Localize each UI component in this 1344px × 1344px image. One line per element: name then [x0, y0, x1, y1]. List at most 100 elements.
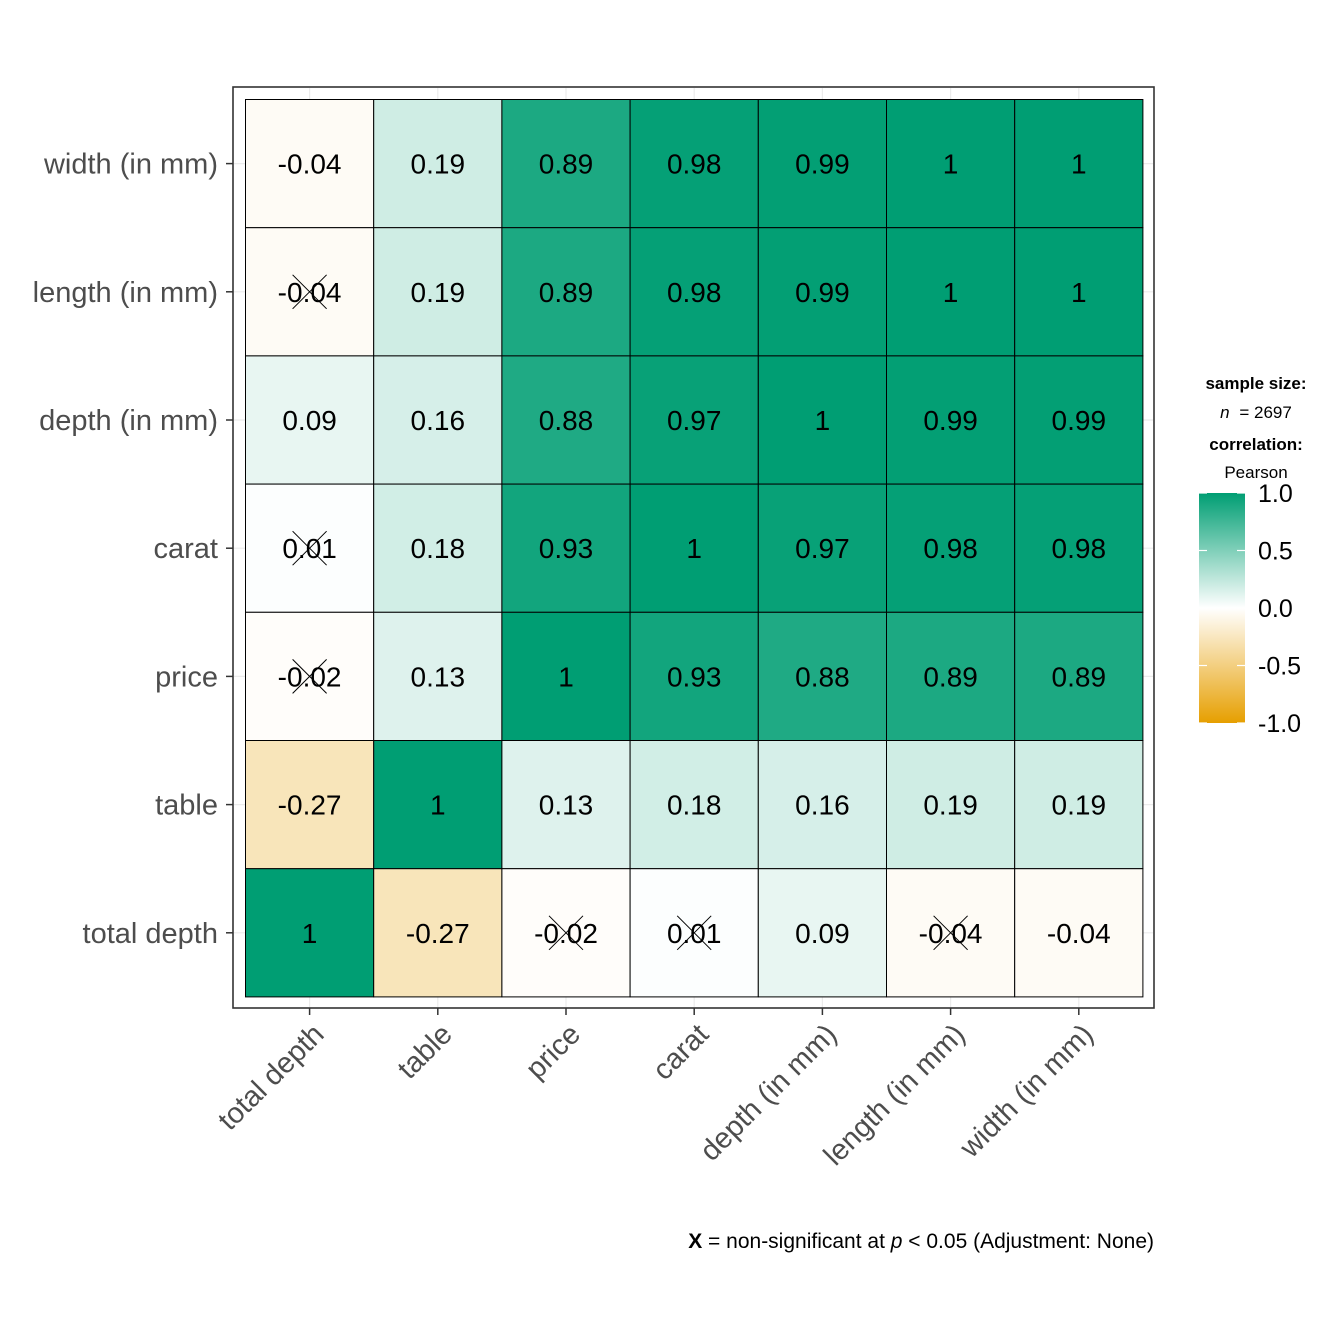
heatmap-cell-tile	[629, 611, 759, 741]
legend-tick-label: 0.0	[1258, 595, 1293, 623]
heatmap-cell: 0.16	[373, 355, 503, 485]
y-axis-tick-label: total depth	[83, 918, 218, 950]
y-axis-tick-label: width (in mm)	[43, 149, 218, 181]
heatmap-cell: -0.27	[245, 740, 375, 870]
caption-text-2: < 0.05 (Adjustment: None)	[902, 1230, 1154, 1253]
heatmap-cell: 0.99	[757, 99, 887, 229]
heatmap-cell-tile	[886, 611, 1016, 741]
heatmap-cell: -0.02	[501, 868, 631, 998]
y-axis-tick-label: length (in mm)	[33, 277, 218, 309]
heatmap-cell: 1	[757, 355, 887, 485]
heatmap-cell: 1	[886, 227, 1016, 357]
heatmap-cell-tile	[757, 868, 887, 998]
heatmap-cell-label: 1	[1071, 149, 1087, 180]
heatmap-cell: 0.09	[757, 868, 887, 998]
heatmap-cell-label: -0.04	[278, 149, 342, 180]
heatmap-cell-tile	[245, 868, 375, 998]
heatmap-cell: 0.89	[886, 611, 1016, 741]
heatmap-cell-label: 0.98	[1052, 533, 1107, 564]
heatmap-cell: -0.27	[373, 868, 503, 998]
heatmap-cell: 0.98	[886, 483, 1016, 613]
heatmap-cell-tile	[757, 227, 887, 357]
heatmap-cell-tile	[373, 740, 503, 870]
heatmap-cell-label: 1	[815, 405, 831, 436]
heatmap-cell: -0.04	[245, 227, 375, 357]
legend-tick-label: 1.0	[1258, 480, 1293, 508]
heatmap-cell-label: 0.09	[282, 405, 337, 436]
heatmap-cell-label: 0.16	[411, 405, 466, 436]
heatmap-cell-tile	[373, 483, 503, 613]
heatmap-cell: 0.18	[373, 483, 503, 613]
heatmap-cell: 0.97	[629, 355, 759, 485]
heatmap-cell-label: 0.89	[923, 661, 978, 692]
heatmap-cell-label: 0.16	[795, 790, 850, 821]
heatmap-cell: 1	[1014, 227, 1144, 357]
heatmap-cell: 0.19	[373, 99, 503, 229]
heatmap-cell-tile	[373, 868, 503, 998]
heatmap-cell: -0.04	[245, 99, 375, 229]
heatmap-cell: 0.19	[373, 227, 503, 357]
heatmap-cell-label: 0.19	[1052, 790, 1107, 821]
heatmap-cell-label: 1	[1071, 277, 1087, 308]
heatmap-cell-tile	[245, 740, 375, 870]
heatmap-cell-label: 0.19	[411, 149, 466, 180]
heatmap-cell-label: 0.97	[795, 533, 850, 564]
heatmap-cell: 0.01	[245, 483, 375, 613]
heatmap-cell-label: 0.19	[923, 790, 978, 821]
heatmap-cell-label: -0.04	[1047, 918, 1111, 949]
heatmap-cell-tile	[1014, 868, 1144, 998]
heatmap-cell-label: 0.93	[539, 533, 594, 564]
legend-tick-label: -1.0	[1258, 710, 1301, 738]
heatmap-cell: 0.18	[629, 740, 759, 870]
heatmap-cell: 1	[373, 740, 503, 870]
heatmap-cell-tile	[245, 99, 375, 229]
legend-ticks: 1.0 0.5 0.0 -0.5 -1.0	[1199, 480, 1301, 738]
heatmap-cell: 0.89	[1014, 611, 1144, 741]
legend-correlation-title: correlation:	[1209, 435, 1303, 454]
heatmap-cell: 0.13	[373, 611, 503, 741]
heatmap-cell-label: 0.99	[923, 405, 978, 436]
heatmap-cell: 0.89	[501, 99, 631, 229]
nonsignificant-mark	[292, 274, 327, 310]
heatmap-cell-tile	[1014, 355, 1144, 485]
heatmap-cell: 0.09	[245, 355, 375, 485]
legend-sample-size: n = 2697	[1220, 403, 1292, 422]
heatmap-cell: -0.04	[1014, 868, 1144, 998]
heatmap-cell-tile	[757, 483, 887, 613]
heatmap-cell-label: 0.89	[539, 149, 594, 180]
heatmap-cell-label: 0.98	[667, 149, 722, 180]
heatmap-cell-tile	[629, 740, 759, 870]
heatmap-cell: 0.19	[1014, 740, 1144, 870]
heatmap-cell-tile	[501, 99, 631, 229]
heatmap-cell-tile	[886, 227, 1016, 357]
heatmap-cell-label: 0.93	[667, 661, 722, 692]
legend-tick-label: 0.5	[1258, 538, 1293, 566]
nonsignificant-mark	[548, 915, 584, 951]
heatmap-cell: 1	[1014, 99, 1144, 229]
nonsignificant-mark	[933, 915, 968, 951]
heatmap-cell-label: 0.09	[795, 918, 850, 949]
heatmap-cell-tile	[373, 611, 503, 741]
heatmap-cell: 0.99	[1014, 355, 1144, 485]
heatmap-cell: 0.98	[629, 227, 759, 357]
heatmap-cell-label: 0.97	[667, 405, 722, 436]
heatmap-cell-label: 0.98	[923, 533, 978, 564]
heatmap-cell-label: 0.89	[539, 277, 594, 308]
heatmap-cell-tile	[757, 740, 887, 870]
heatmap-cell: 1	[501, 611, 631, 741]
heatmap-cell-label: 0.13	[539, 790, 594, 821]
heatmap-cell: 0.88	[501, 355, 631, 485]
heatmap-cell-label: 1	[943, 277, 959, 308]
nonsignificant-mark	[292, 659, 327, 694]
heatmap-cell: 0.98	[629, 99, 759, 229]
heatmap-cell-tile	[373, 99, 503, 229]
legend-tick-label: -0.5	[1258, 653, 1301, 681]
caption-text-1: = non-significant at	[702, 1230, 891, 1253]
heatmap-cell-tile	[1014, 227, 1144, 357]
heatmap-cell-label: 1	[558, 661, 574, 692]
heatmap-cells: -0.04 0.19 0.89 0.98 0.99 1 1 -0.04 0.19 0.89 0.98…	[245, 99, 1144, 998]
heatmap-cell-label: 1	[686, 533, 702, 564]
heatmap-cell-label: 0.88	[539, 405, 594, 436]
heatmap-cell-tile	[886, 483, 1016, 613]
